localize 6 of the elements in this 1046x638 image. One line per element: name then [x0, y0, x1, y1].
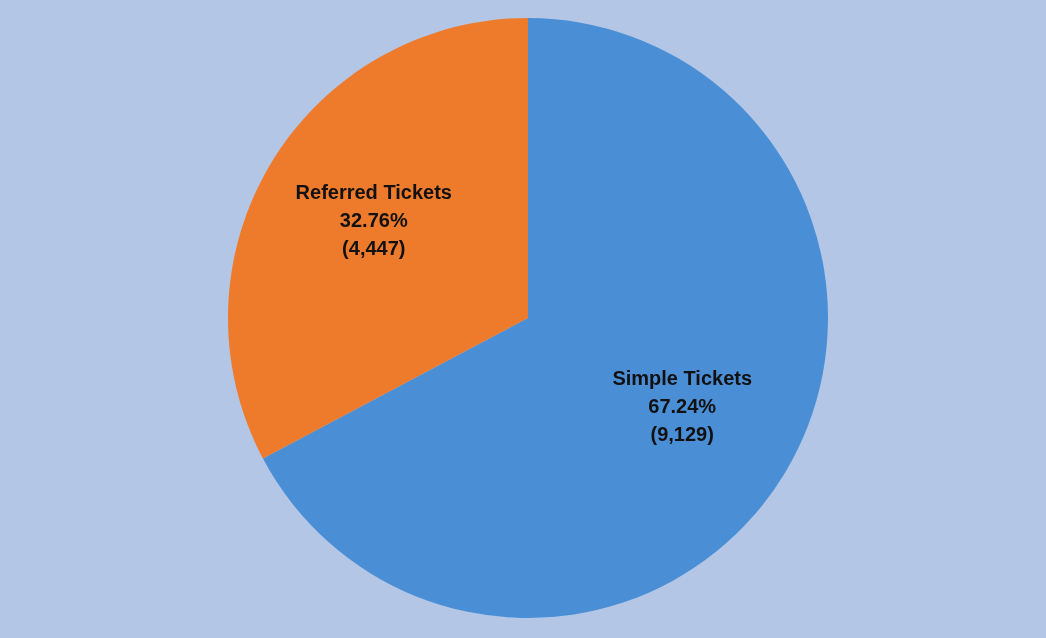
slice-label: Simple Tickets	[612, 366, 753, 389]
data-label: 67.24% (9,129)	[648, 394, 717, 445]
pie-slice	[262, 18, 828, 618]
data-label: 32.76% (4,447)	[339, 209, 408, 260]
pie-slice	[228, 18, 528, 459]
slice-label: Referred Tickets	[295, 181, 452, 204]
